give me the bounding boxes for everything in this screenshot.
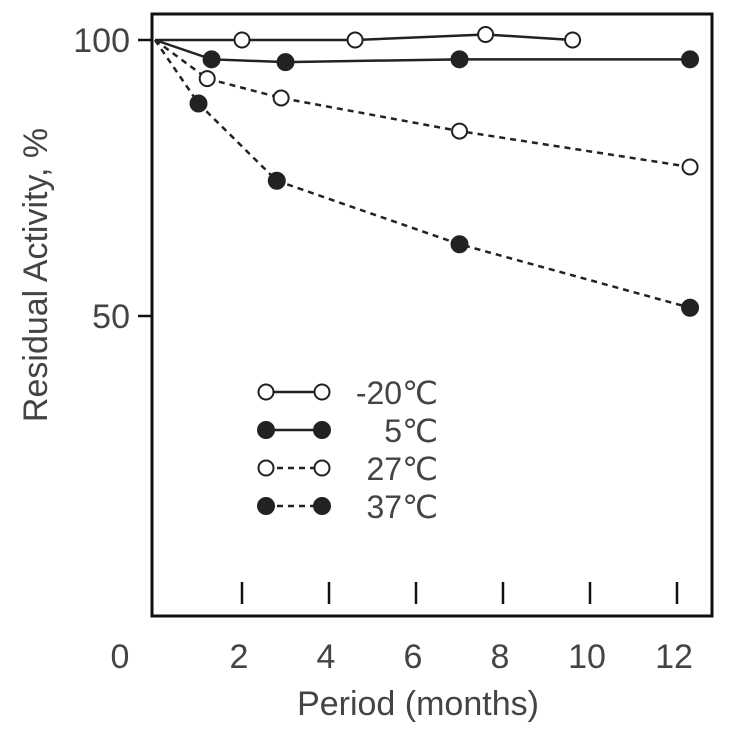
series-line: [154, 38, 691, 169]
data-point: [267, 171, 286, 190]
series-layer: [153, 25, 700, 317]
x-tick-label: 2: [230, 638, 249, 676]
data-point: [272, 89, 290, 107]
x-tick-label: 4: [317, 638, 336, 676]
data-point: [477, 25, 495, 43]
data-point: [346, 31, 364, 49]
axis-ticks: 0 2 4 6 8 10 12 50 100: [73, 22, 693, 676]
legend-marker: [257, 383, 275, 401]
data-point: [681, 298, 700, 317]
legend-label: 37℃: [366, 489, 438, 525]
x-tick-label: 6: [404, 638, 423, 676]
legend-marker: [313, 421, 331, 439]
data-point: [198, 70, 216, 88]
legend-marker: [257, 421, 275, 439]
data-point: [564, 31, 582, 49]
data-point: [450, 50, 469, 69]
x-tick-label: 10: [568, 638, 606, 676]
legend-marker: [313, 459, 331, 477]
data-point: [681, 50, 700, 69]
data-point: [450, 235, 469, 254]
legend-label: 27℃: [366, 451, 438, 487]
data-point: [202, 50, 221, 69]
data-point: [189, 94, 208, 113]
y-tick-label: 100: [73, 22, 130, 60]
legend-marker: [257, 459, 275, 477]
plot-frame: [150, 12, 714, 618]
y-axis-title: Residual Activity, %: [17, 128, 55, 422]
x-tick-label: 0: [111, 638, 130, 676]
legend: -20℃5℃27℃37℃: [257, 375, 438, 525]
legend-label: -20℃: [356, 375, 438, 411]
series-line: [155, 33, 573, 42]
legend-label: 5℃: [384, 413, 438, 449]
x-tick-label: 8: [491, 638, 510, 676]
legend-marker: [313, 383, 331, 401]
data-point: [233, 31, 251, 49]
legend-marker: [257, 497, 275, 515]
x-tick-label: 12: [655, 638, 693, 676]
y-tick-label: 50: [92, 298, 130, 336]
series-line: [153, 39, 691, 309]
data-point: [681, 158, 699, 176]
legend-marker: [313, 497, 331, 515]
x-axis-title: Period (months): [297, 685, 539, 723]
data-point: [451, 122, 468, 140]
data-point: [276, 53, 295, 72]
